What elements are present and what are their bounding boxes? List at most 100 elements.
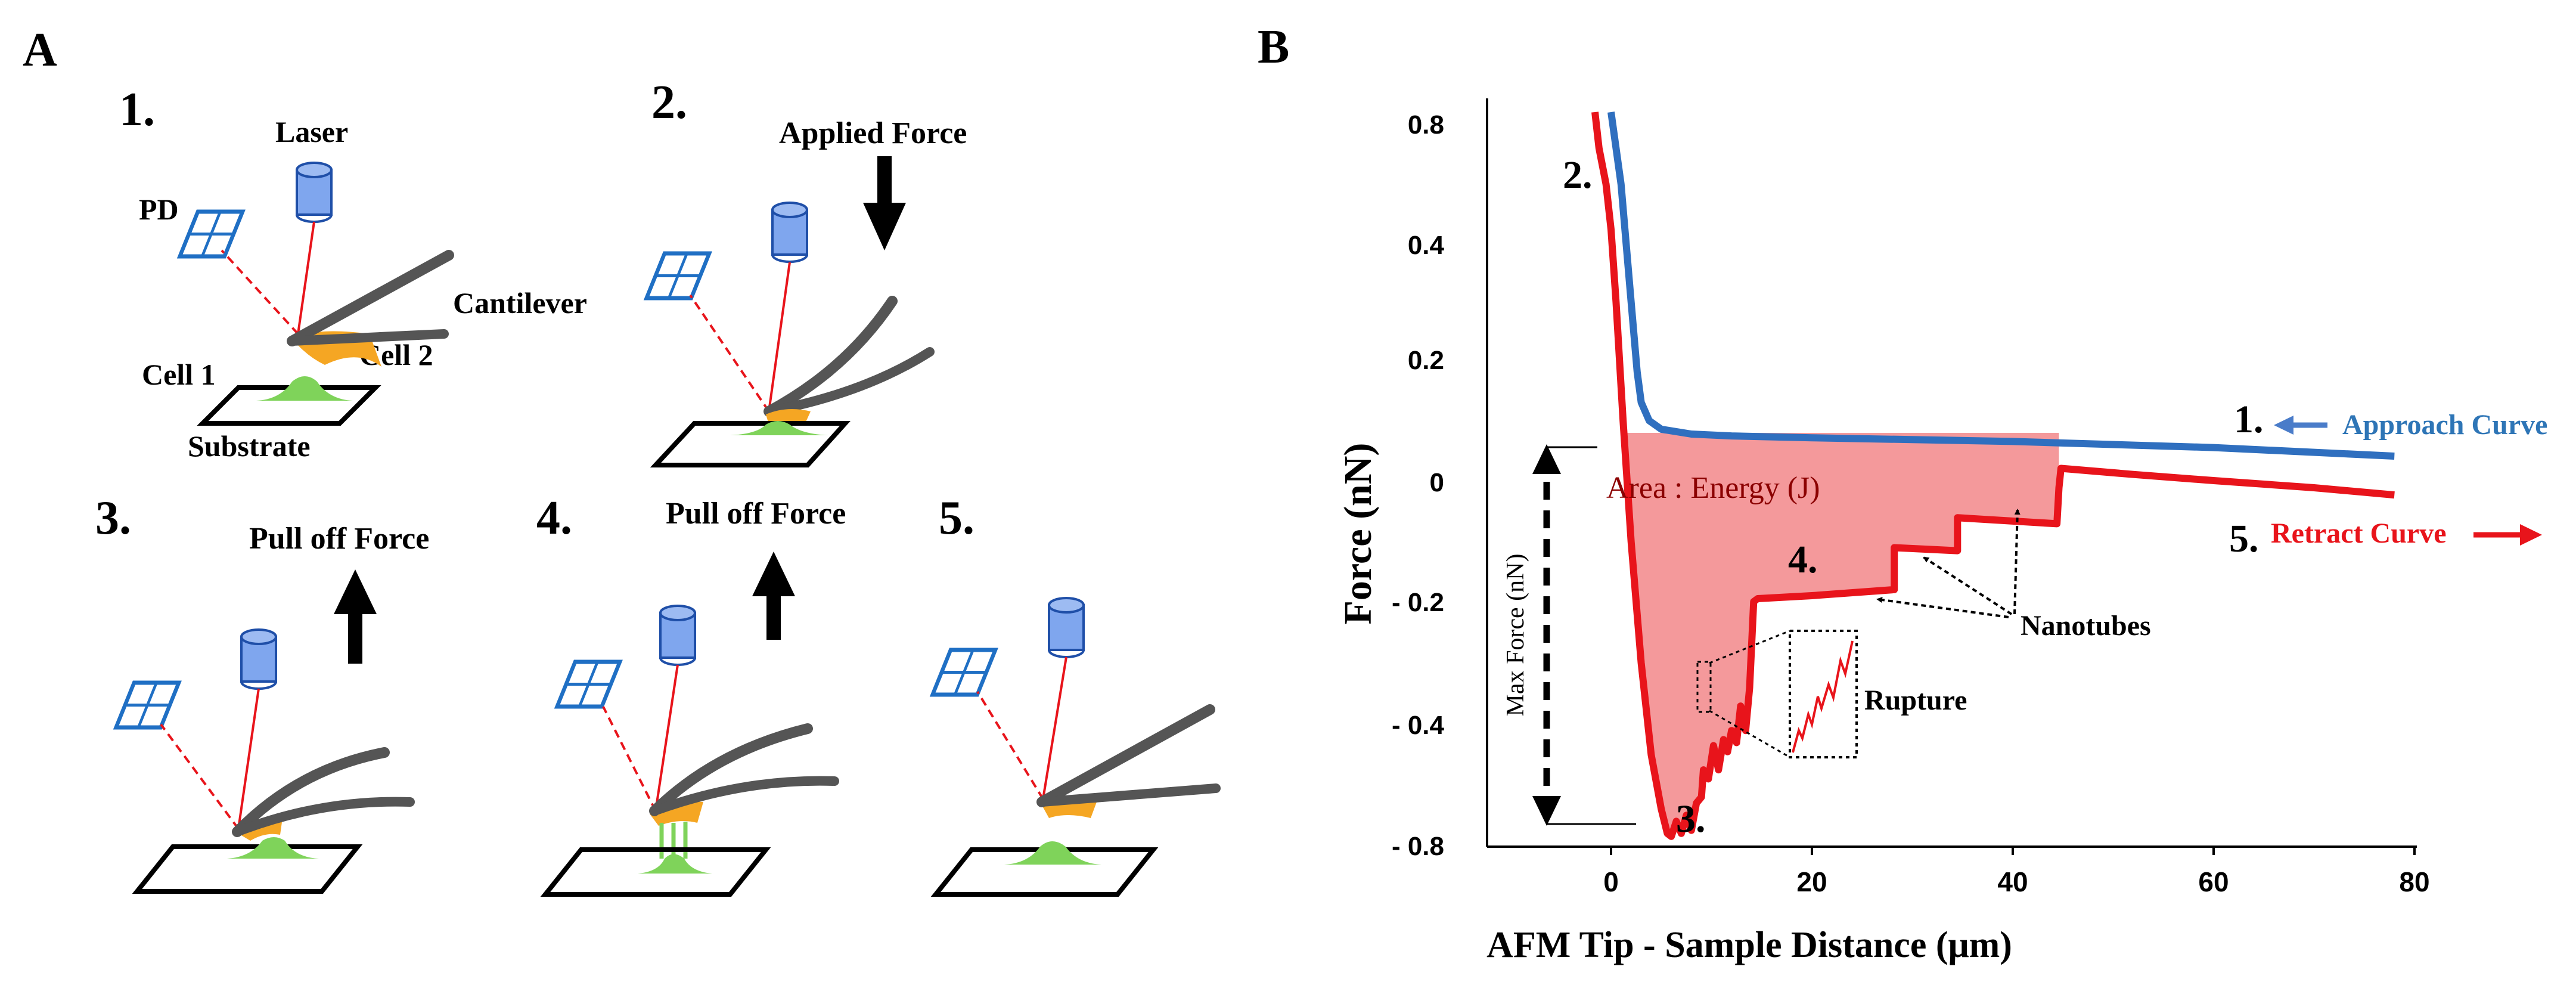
- step-4-number: 4.: [536, 492, 572, 544]
- up-arrow-icon: [334, 569, 377, 664]
- y-tick-label: 0: [1430, 468, 1444, 497]
- cantilever-shape: [232, 747, 390, 837]
- laser-cylinder-icon: [296, 162, 333, 223]
- force-distance-chart: 0 20 40 60 80 0.8 0.4 0.2 0 - 0.2 - 0.4 - 0.8 AFM …: [1336, 98, 2547, 965]
- x-axis-title: AFM Tip - Sample Distance (μm): [1486, 925, 2012, 965]
- step-2-marker: 2.: [1563, 153, 1593, 197]
- approach-curve-line: [1607, 112, 2395, 460]
- y-tick-label: 0.8: [1408, 110, 1444, 140]
- reflected-beam: [602, 706, 657, 812]
- step-1-number: 1.: [119, 83, 155, 136]
- approach-arrow-icon: [2274, 416, 2327, 435]
- max-force-label: Max Force (nN): [1502, 554, 1529, 717]
- laser-cylinder-icon: [771, 202, 808, 263]
- y-axis-ticks: 0.8 0.4 0.2 0 - 0.2 - 0.4 - 0.8: [1392, 110, 1445, 861]
- photodetector-icon: [643, 251, 712, 301]
- reflected-beam: [221, 249, 299, 335]
- retract-arrow-icon: [2473, 524, 2542, 546]
- step-5-number: 5.: [939, 492, 974, 544]
- step-3-marker: 3.: [1676, 797, 1706, 841]
- y-tick-label: - 0.8: [1392, 832, 1444, 861]
- step-4-pull-off: 4. Pull off Force: [536, 492, 846, 897]
- photodetector-icon: [113, 680, 182, 730]
- panel-a: A 1. Laser PD Cantilever Cell 1 Cell 2 S…: [23, 24, 1221, 897]
- reflected-beam: [160, 723, 240, 830]
- step-5-marker: 5.: [2229, 517, 2259, 560]
- cantilever-shape: [287, 250, 454, 346]
- cantilever-shape: [764, 296, 898, 417]
- cell-2-shape: [766, 409, 811, 425]
- cantilever-shape-2: [1037, 783, 1221, 807]
- laser-beam: [768, 262, 791, 412]
- y-axis-title: Force (nN): [1336, 443, 1380, 625]
- laser-beam: [297, 221, 315, 335]
- cell-1-shape: [256, 376, 353, 401]
- substrate-label: Substrate: [188, 429, 311, 463]
- approach-curve-label: Approach Curve: [2342, 409, 2547, 441]
- photodetector-icon: [176, 209, 246, 259]
- substrate-shape: [197, 385, 381, 426]
- cell-1-shape: [226, 837, 319, 859]
- step-5-release: 5.: [929, 492, 1221, 897]
- rupture-inset: [1696, 630, 1858, 758]
- cell-1-shape: [638, 854, 712, 874]
- cell-1-shape: [730, 421, 828, 435]
- laser-beam: [237, 688, 260, 829]
- photodetector-icon: [554, 659, 623, 709]
- laser-cylinder-icon: [659, 605, 696, 666]
- cantilever-shape: [1036, 704, 1215, 807]
- y-tick-label: - 0.2: [1392, 588, 1444, 617]
- substrate-shape: [540, 847, 771, 897]
- laser-beam: [1042, 656, 1067, 800]
- applied-force-label: Applied Force: [779, 116, 967, 150]
- x-axis-ticks: 0 20 40 60 80: [1603, 847, 2430, 897]
- step-4-marker: 4.: [1788, 538, 1818, 581]
- panel-b-label: B: [1258, 21, 1289, 73]
- laser-label: Laser: [275, 115, 348, 148]
- cell-1-shape: [1004, 841, 1101, 865]
- cantilever-shape: [649, 723, 813, 816]
- pull-off-force-label-4: Pull off Force: [666, 497, 846, 531]
- x-tick-label: 40: [1997, 866, 2028, 897]
- step-1-setup: 1. Laser PD Cantilever Cell 1 Cell 2 Sub…: [119, 83, 587, 463]
- step-1-marker: 1.: [2234, 398, 2264, 441]
- step-3-number: 3.: [95, 492, 131, 544]
- step-2-applied-force: 2. Applied Force: [643, 76, 967, 467]
- area-energy-label: Area : Energy (J): [1606, 471, 1820, 505]
- photodetector-icon: [929, 648, 998, 697]
- step-3-pull-off: 3. Pull off Force: [95, 492, 429, 894]
- laser-beam: [654, 664, 679, 812]
- panel-b: B 0 20 40 60 80 0.8 0.4 0.2 0 - 0.2 - 0.4 - 0.8 AF…: [1258, 21, 2547, 965]
- down-arrow-icon: [863, 156, 906, 250]
- x-tick-label: 60: [2198, 866, 2229, 897]
- x-tick-label: 20: [1796, 866, 1827, 897]
- cantilever-label: Cantilever: [453, 286, 587, 320]
- substrate-shape: [132, 844, 363, 894]
- y-tick-label: - 0.4: [1392, 711, 1445, 740]
- laser-cylinder-icon: [240, 628, 277, 690]
- substrate-shape: [930, 847, 1159, 897]
- retract-curve-label: Retract Curve: [2271, 518, 2447, 549]
- nanotube-pointers: [1876, 509, 2021, 618]
- reflected-beam: [976, 690, 1044, 800]
- cantilever-shape-2: [232, 797, 415, 837]
- nanotube-strands: [659, 822, 688, 859]
- retract-curve-line: [1591, 112, 2395, 840]
- cell-1-label: Cell 1: [142, 358, 216, 391]
- y-tick-label: 0.4: [1408, 231, 1445, 260]
- y-tick-label: 0.2: [1408, 346, 1444, 375]
- energy-area-fill: [1623, 420, 2059, 837]
- rupture-label: Rupture: [1864, 685, 1967, 716]
- reflected-beam: [689, 294, 770, 413]
- nanotubes-label: Nanotubes: [2021, 610, 2151, 642]
- pd-label: PD: [139, 193, 179, 226]
- pull-off-force-label-3: Pull off Force: [249, 522, 429, 556]
- panel-a-label: A: [23, 24, 57, 76]
- laser-cylinder-icon: [1048, 597, 1085, 658]
- x-tick-label: 80: [2399, 866, 2429, 897]
- cantilever-shape-2: [764, 347, 935, 416]
- up-arrow-icon: [752, 552, 795, 640]
- substrate-shape: [650, 421, 851, 467]
- max-force-arrow: [1532, 444, 1636, 826]
